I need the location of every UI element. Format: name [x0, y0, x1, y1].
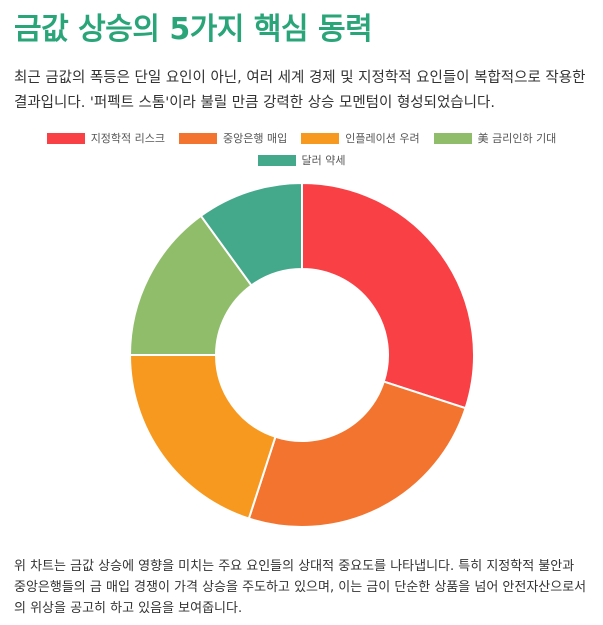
intro-paragraph: 최근 금값의 폭등은 단일 요인이 아닌, 여러 세계 경제 및 지정학적 요인… — [14, 70, 586, 111]
legend-label: 인플레이션 우려 — [345, 132, 420, 145]
legend-label: 달러 약세 — [301, 154, 346, 167]
donut-slice[interactable] — [247, 380, 467, 528]
donut-chart — [128, 181, 475, 528]
legend-swatch — [301, 132, 340, 144]
legend-label: 지정학적 리스크 — [90, 132, 166, 145]
donut-slice[interactable] — [128, 354, 277, 520]
legend-item[interactable]: 중앙은행 매입 — [179, 130, 287, 146]
page-title: 금값 상승의 5가지 핵심 동력 — [14, 12, 373, 47]
summary-paragraph: 위 차트는 금값 상승에 영향을 미치는 주요 요인들의 상대적 중요도를 나타… — [14, 559, 587, 616]
donut-slice[interactable] — [300, 181, 475, 410]
page-container: 금값 상승의 5가지 핵심 동력 최근 금값의 폭등은 단일 요인이 아닌, 여… — [14, 12, 589, 530]
legend-swatch — [46, 132, 85, 144]
legend-label: 중앙은행 매입 — [223, 132, 288, 145]
legend-item[interactable]: 美 금리인하 기대 — [433, 130, 557, 146]
legend-label: 美 금리인하 기대 — [477, 132, 557, 145]
legend-swatch — [433, 132, 472, 144]
donut-slice[interactable] — [199, 181, 303, 287]
chart-area — [14, 180, 589, 530]
legend-swatch — [257, 154, 296, 166]
legend-item[interactable]: 달러 약세 — [257, 152, 346, 168]
legend-item[interactable]: 인플레이션 우려 — [301, 130, 420, 146]
legend-swatch — [179, 132, 218, 144]
legend-item[interactable]: 지정학적 리스크 — [46, 130, 166, 146]
